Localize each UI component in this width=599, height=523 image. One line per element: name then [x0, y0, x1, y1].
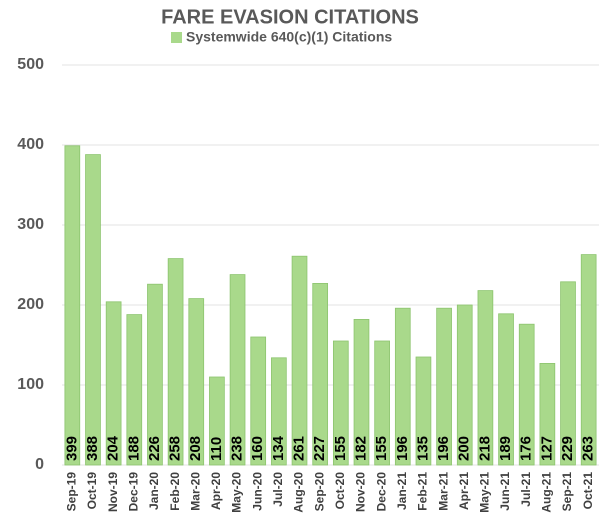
x-tick-label: Jul-20 [271, 472, 285, 507]
x-tick-label: Jan-21 [395, 472, 409, 510]
value-label: 189 [497, 436, 514, 461]
bar [560, 281, 576, 466]
y-tick-label: 400 [17, 136, 44, 153]
value-label: 135 [414, 436, 431, 461]
bar [229, 274, 246, 466]
x-tick-label: Aug-21 [540, 472, 554, 513]
value-label: 227 [311, 436, 328, 461]
value-label: 229 [559, 436, 576, 461]
value-label: 155 [373, 436, 390, 461]
bar [374, 340, 390, 466]
x-tick-label: Aug-20 [292, 472, 306, 513]
x-tick-label: Sep-19 [64, 472, 78, 512]
y-tick-label: 300 [17, 216, 44, 233]
bar [209, 376, 225, 466]
x-tick-label: Jan-20 [147, 472, 161, 510]
value-label: 134 [270, 435, 287, 461]
bar [415, 356, 432, 466]
legend-swatch [171, 32, 182, 43]
bar [126, 314, 143, 466]
chart-title: FARE EVASION CITATIONS [161, 6, 419, 28]
bar [188, 298, 205, 466]
x-tick-label: Feb-20 [168, 472, 182, 511]
x-tick-label: May-21 [478, 472, 492, 513]
x-tick-label: Feb-21 [416, 472, 430, 511]
value-label: 399 [63, 436, 80, 461]
x-tick-label: Nov-20 [354, 472, 368, 512]
y-tick-label: 0 [35, 456, 44, 473]
x-tick-label: Mar-21 [436, 472, 450, 511]
bar [394, 307, 411, 466]
bar [353, 318, 370, 466]
bar [147, 283, 163, 466]
value-label: 388 [84, 436, 101, 461]
y-tick-label: 200 [17, 296, 44, 313]
bar [250, 336, 267, 466]
bar [518, 323, 535, 466]
bar [539, 362, 556, 466]
x-tick-label: Oct-20 [333, 472, 347, 510]
x-tick-label: Sep-20 [312, 472, 326, 512]
value-label: 176 [518, 436, 535, 461]
legend-label: Systemwide 640(c)(1) Citations [186, 29, 392, 45]
x-tick-label: Oct-21 [581, 472, 595, 510]
x-tick-label: Jun-20 [250, 472, 264, 511]
x-tick-label: Nov-19 [106, 472, 120, 512]
bar [291, 255, 308, 466]
value-label: 155 [332, 436, 349, 461]
bar [85, 154, 101, 466]
y-tick-label: 100 [17, 376, 44, 393]
bar [498, 313, 514, 466]
value-label: 208 [187, 436, 204, 461]
bar [271, 357, 287, 466]
value-label: 218 [476, 436, 493, 461]
value-label: 110 [208, 437, 225, 461]
x-tick-label: Jul-21 [519, 472, 533, 507]
x-tick-label: Oct-19 [85, 472, 99, 510]
bar [167, 258, 184, 466]
bar [456, 304, 473, 466]
x-tick-label: Sep-21 [560, 472, 574, 512]
x-tick-label: Apr-20 [209, 472, 223, 510]
x-tick-label: Dec-20 [374, 472, 388, 512]
bar [312, 282, 329, 466]
value-label: 160 [249, 436, 266, 461]
x-tick-label: Dec-19 [126, 472, 140, 512]
value-label: 182 [352, 436, 369, 461]
y-tick-label: 500 [17, 56, 44, 73]
x-tick-label: Jun-21 [498, 472, 512, 511]
value-label: 196 [435, 436, 452, 461]
bar [580, 254, 597, 466]
value-label: 196 [394, 436, 411, 461]
value-label: 127 [538, 436, 555, 461]
bar [436, 307, 452, 466]
value-label: 258 [167, 436, 184, 461]
value-label: 261 [290, 436, 307, 461]
bar [332, 340, 349, 466]
value-label: 204 [105, 435, 122, 461]
bar [64, 145, 81, 466]
value-label: 238 [229, 436, 246, 461]
value-label: 188 [125, 436, 142, 461]
value-label: 200 [456, 436, 473, 461]
value-label: 263 [580, 436, 597, 461]
x-tick-label: May-20 [230, 472, 244, 513]
x-tick-label: Apr-21 [457, 472, 471, 510]
bar [477, 290, 494, 466]
x-tick-label: Mar-20 [188, 472, 202, 511]
bar [105, 301, 122, 466]
value-label: 226 [146, 436, 163, 461]
